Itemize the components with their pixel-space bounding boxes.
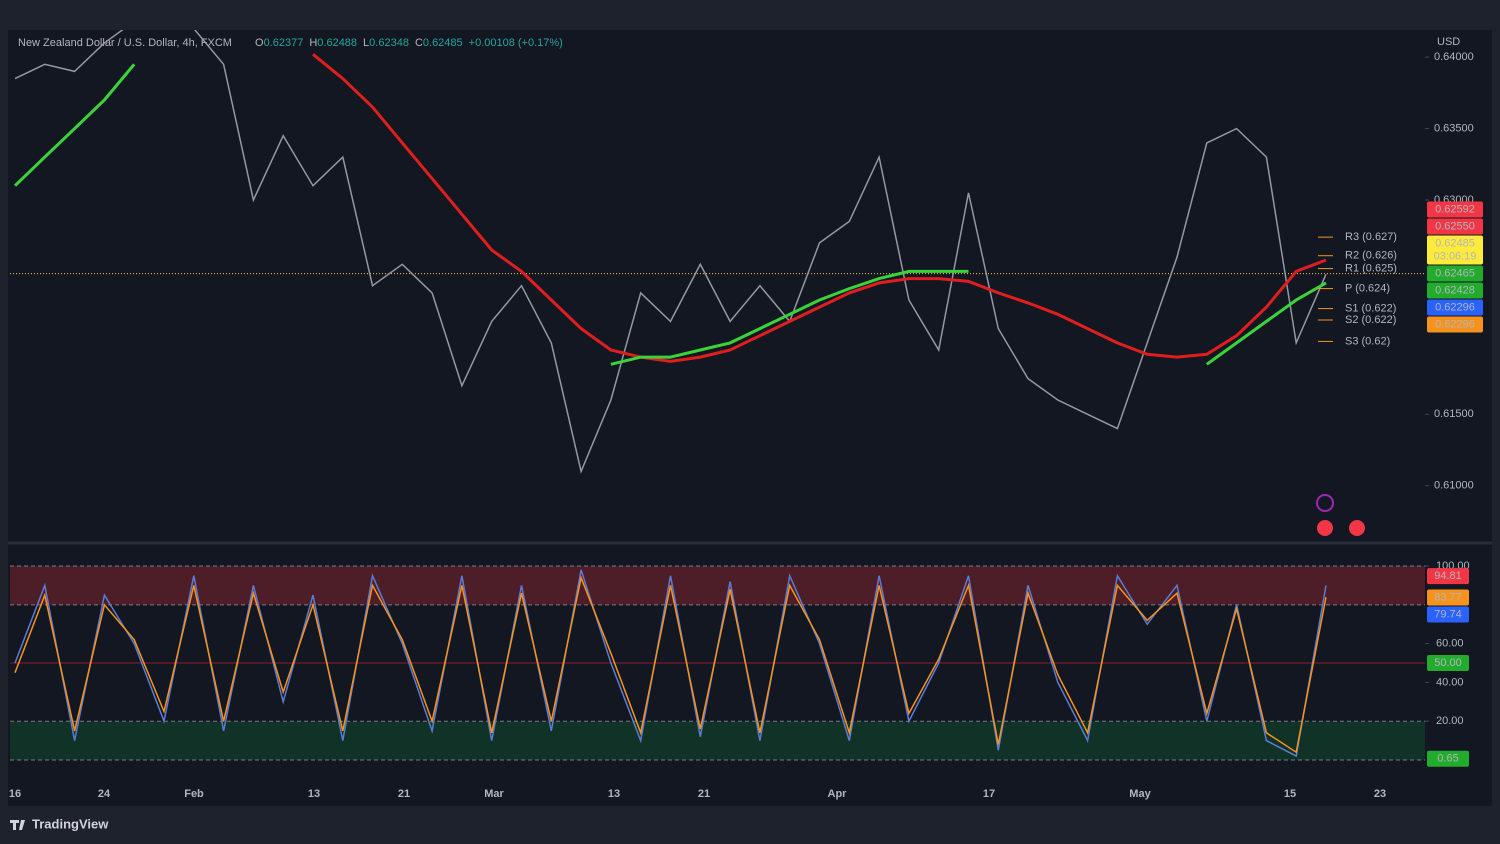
oscillator-line: [14, 575, 1327, 754]
zone: [10, 566, 1425, 605]
symbol: New Zealand Dollar / U.S. Dollar, 4h, FX…: [18, 37, 232, 49]
date-label: 24: [98, 788, 111, 800]
ohlc-l: 0.62348: [369, 37, 409, 49]
price-tag-label: 0.62296: [1435, 301, 1475, 313]
brand: TradingView: [32, 816, 109, 831]
osc-tag: [1427, 750, 1469, 767]
ohlc-h: 0.62488: [317, 37, 357, 49]
osc-tag-label: 94.81: [1434, 570, 1462, 582]
date-label: 21: [698, 788, 710, 800]
ohlc-o_label: O: [255, 37, 264, 49]
pivot-label: S2 (0.622): [1345, 314, 1396, 326]
price-tag: [1427, 299, 1483, 316]
event-icon: [1316, 494, 1334, 512]
price-axis-label: 0.61000: [1434, 480, 1474, 492]
date-label: Mar: [484, 788, 504, 800]
ohlc-o: 0.62377: [264, 37, 304, 49]
osc-tag-label: 0.65: [1437, 753, 1458, 765]
date-label: 21: [398, 788, 410, 800]
pivot-label: S1 (0.622): [1345, 302, 1396, 314]
price-tag-label: 0.62465: [1435, 267, 1475, 279]
date-label: May: [1129, 788, 1151, 800]
date-label: 23: [1374, 788, 1386, 800]
ohlc-l_label: L: [363, 37, 369, 49]
osc-tag: [1427, 655, 1469, 672]
pivot-label: P (0.624): [1345, 282, 1390, 294]
price-tag-label: 0.62485: [1435, 237, 1475, 249]
ohlc: O0.62377 H0.62488 L0.62348 C0.62485 +0.00108…: [255, 37, 563, 49]
price-pane: [10, 30, 1425, 474]
date-label: 13: [308, 788, 320, 800]
osc-tag-label: 79.74: [1434, 608, 1462, 620]
currency: USD: [1437, 36, 1460, 48]
ohlc-c: 0.62485: [423, 37, 463, 49]
event-icon: [1349, 520, 1365, 536]
price-tag-label: 0.62428: [1435, 284, 1475, 296]
date-label: 17: [983, 788, 995, 800]
osc-tag-label: 50.00: [1434, 657, 1462, 669]
zone: [10, 721, 1425, 760]
osc-tag: [1427, 606, 1469, 623]
price-tag: [1427, 235, 1483, 265]
oscillator-pane: [10, 565, 1425, 761]
price-axis-label: 0.64000: [1434, 51, 1474, 63]
date-label: 15: [1284, 788, 1296, 800]
osc-tag: [1427, 568, 1469, 585]
moving-average: [312, 53, 1327, 363]
price-line: [14, 30, 1327, 474]
date-label: Feb: [184, 788, 204, 800]
date-label: 16: [9, 788, 21, 800]
oscillator-line: [14, 569, 1327, 758]
price-tag: [1427, 201, 1483, 218]
osc-tag: [1427, 589, 1469, 606]
ohlc-c_label: C: [415, 37, 423, 49]
price-tag: [1427, 282, 1483, 299]
price-axis-label: 0.61500: [1434, 408, 1474, 420]
osc-axis-label: 60.00: [1436, 638, 1464, 650]
countdown: 03:06:19: [1434, 250, 1477, 262]
price-tag-label: 0.62296: [1435, 318, 1475, 330]
event-icon: [1317, 520, 1333, 536]
chart-background: [8, 30, 1492, 806]
pivot-label: R2 (0.626): [1345, 250, 1397, 262]
pivot-label: R3 (0.627): [1345, 231, 1397, 243]
price-tag: [1427, 218, 1483, 235]
price-tag: [1427, 265, 1483, 282]
osc-axis-label: 20.00: [1436, 715, 1464, 727]
date-label: 13: [608, 788, 620, 800]
pivot-label: S3 (0.62): [1345, 335, 1390, 347]
price-axis-label: 0.63500: [1434, 122, 1474, 134]
price-tag-label: 0.62592: [1435, 203, 1475, 215]
pivot-label: R1 (0.625): [1345, 262, 1397, 274]
price-tag: [1427, 316, 1483, 333]
price-tag-label: 0.62550: [1435, 220, 1475, 232]
ohlc-h_label: H: [309, 37, 317, 49]
moving-average: [13, 63, 1327, 366]
date-label: Apr: [828, 788, 848, 800]
ohlc-change: +0.00108 (+0.17%): [469, 37, 563, 49]
osc-tag-label: 83.77: [1434, 591, 1462, 603]
brand-logo: [10, 820, 25, 830]
osc-axis-label: 40.00: [1436, 676, 1464, 688]
